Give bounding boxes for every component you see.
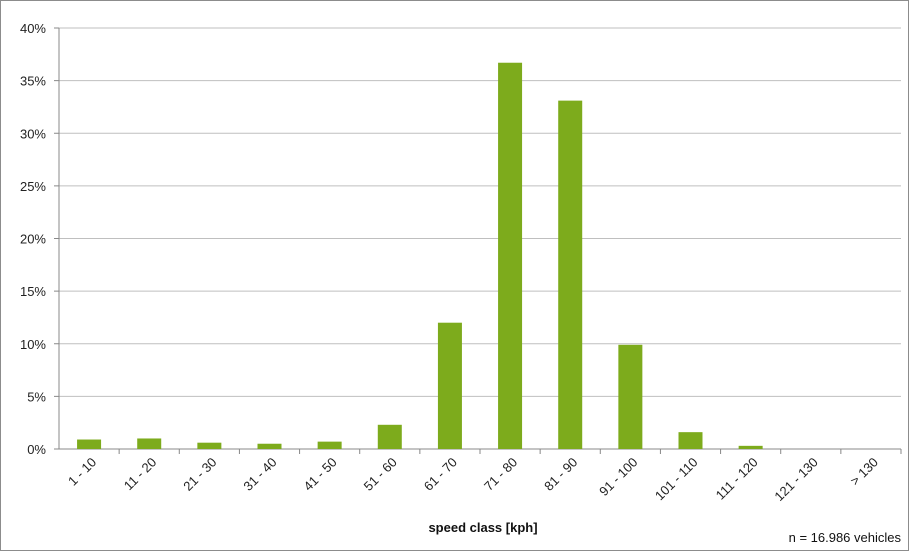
y-axis-ticks: 0% 5% 10% 15% 20% 25% 30% 35% 40% (20, 21, 46, 457)
y-tick-label: 25% (20, 179, 46, 194)
bar (678, 432, 703, 449)
x-axis-ticks: 1 - 10 11 - 20 21 - 30 31 - 40 41 - 50 51 - 6… (65, 455, 881, 504)
bar (317, 441, 342, 449)
bar (618, 344, 643, 449)
x-tick-label: 101 - 110 (652, 455, 701, 504)
x-tick-label: 91 - 100 (596, 455, 640, 499)
bar (257, 443, 282, 449)
bar (197, 442, 222, 449)
x-tick-label: 61 - 70 (421, 455, 460, 494)
y-tick-label: 5% (27, 389, 46, 404)
y-tick-label: 40% (20, 21, 46, 36)
bar (558, 100, 583, 449)
bars (77, 62, 763, 450)
x-tick-label: 111 - 120 (713, 455, 761, 503)
bar (498, 62, 523, 450)
y-tick-label: 0% (27, 442, 46, 457)
y-tick-label: 30% (20, 126, 46, 141)
bar (77, 439, 102, 449)
y-tick-label: 20% (20, 232, 46, 247)
x-tick-label: 41 - 50 (301, 455, 340, 494)
x-tick-label: 21 - 30 (180, 455, 219, 494)
x-tick-label: > 130 (847, 455, 881, 489)
x-axis-label: speed class [kph] (428, 520, 537, 535)
bar (738, 445, 763, 449)
y-tick-label: 10% (20, 337, 46, 352)
x-tick-label: 11 - 20 (121, 455, 160, 494)
bar (377, 424, 402, 449)
y-tick-label: 35% (20, 74, 46, 89)
x-tick-label: 31 - 40 (240, 455, 279, 494)
sample-size-note: n = 16.986 vehicles (789, 530, 902, 545)
gridlines (59, 27, 901, 450)
x-tick-label: 51 - 60 (361, 455, 400, 494)
x-tick-label: 81 - 90 (541, 455, 580, 494)
bar (437, 322, 462, 449)
bar (137, 438, 162, 449)
y-tick-label: 15% (20, 284, 46, 299)
axes (54, 27, 902, 454)
x-tick-label: 121 - 130 (771, 455, 820, 504)
x-tick-label: 1 - 10 (65, 455, 99, 489)
x-tick-label: 71 - 80 (481, 455, 520, 494)
